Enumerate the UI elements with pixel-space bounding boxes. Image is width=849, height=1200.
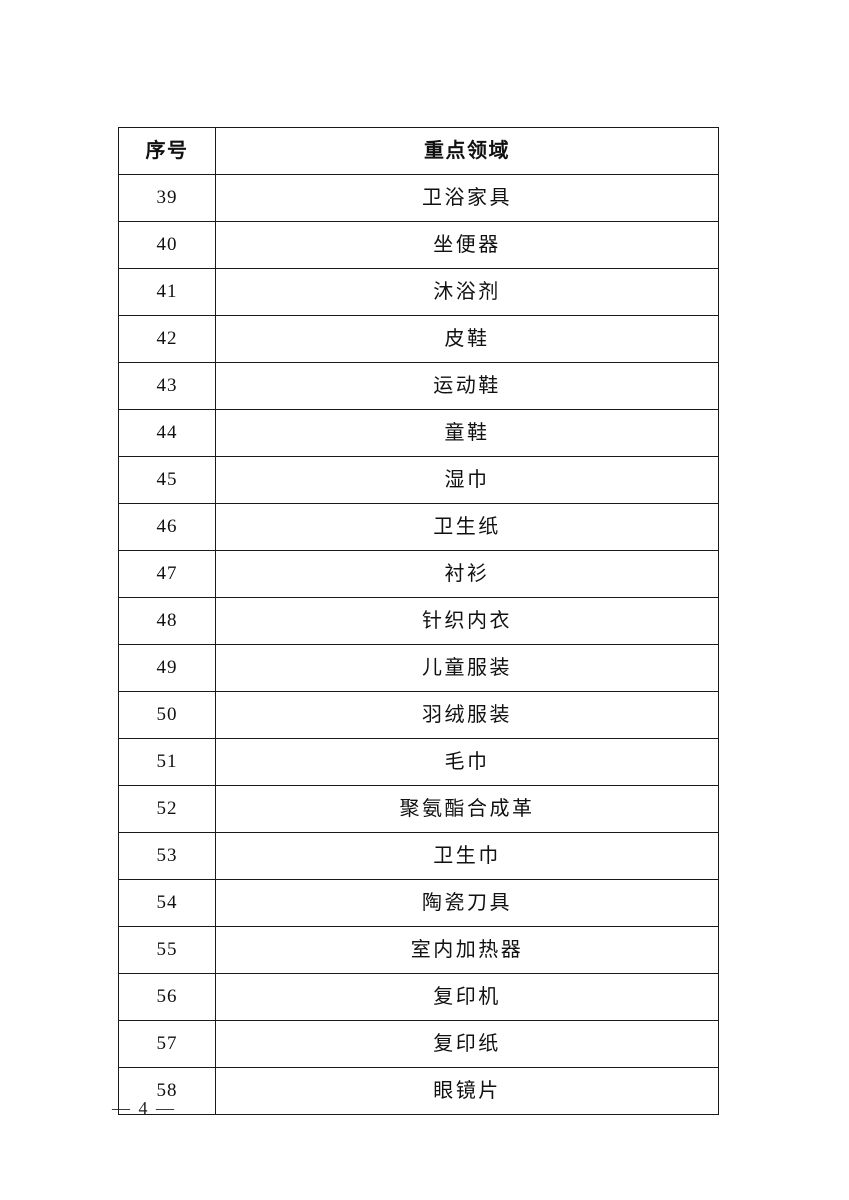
cell-index: 45 bbox=[118, 456, 216, 504]
cell-index: 49 bbox=[118, 644, 216, 692]
cell-field: 童鞋 bbox=[215, 409, 719, 457]
table-row: 41 沐浴剂 bbox=[118, 268, 719, 316]
column-header-field: 重点领域 bbox=[215, 127, 719, 175]
cell-field: 复印纸 bbox=[215, 1020, 719, 1068]
cell-index: 57 bbox=[118, 1020, 216, 1068]
table-row: 52 聚氨酯合成革 bbox=[118, 785, 719, 833]
table-row: 48 针织内衣 bbox=[118, 597, 719, 645]
cell-field: 卫生巾 bbox=[215, 832, 719, 880]
cell-field: 卫生纸 bbox=[215, 503, 719, 551]
table-row: 56 复印机 bbox=[118, 973, 719, 1021]
cell-index: 56 bbox=[118, 973, 216, 1021]
cell-index: 40 bbox=[118, 221, 216, 269]
table-row: 45 湿巾 bbox=[118, 456, 719, 504]
cell-index: 41 bbox=[118, 268, 216, 316]
table-row: 39 卫浴家具 bbox=[118, 174, 719, 222]
cell-index: 54 bbox=[118, 879, 216, 927]
cell-field: 眼镜片 bbox=[215, 1067, 719, 1115]
table-row: 49 儿童服装 bbox=[118, 644, 719, 692]
key-fields-table: 序号 重点领域 39 卫浴家具 40 坐便器 41 沐浴剂 42 皮鞋 43 运动鞋 44 童鞋 45 湿… bbox=[118, 127, 719, 1115]
table-row: 57 复印纸 bbox=[118, 1020, 719, 1068]
table-row: 54 陶瓷刀具 bbox=[118, 879, 719, 927]
table-row: 40 坐便器 bbox=[118, 221, 719, 269]
table-row: 44 童鞋 bbox=[118, 409, 719, 457]
cell-field: 儿童服装 bbox=[215, 644, 719, 692]
cell-index: 52 bbox=[118, 785, 216, 833]
page-number: — 4 — bbox=[112, 1098, 176, 1118]
cell-field: 卫浴家具 bbox=[215, 174, 719, 222]
table-row: 51 毛巾 bbox=[118, 738, 719, 786]
cell-field: 湿巾 bbox=[215, 456, 719, 504]
table-row: 47 衬衫 bbox=[118, 550, 719, 598]
cell-index: 47 bbox=[118, 550, 216, 598]
table-row: 46 卫生纸 bbox=[118, 503, 719, 551]
cell-index: 48 bbox=[118, 597, 216, 645]
cell-field: 针织内衣 bbox=[215, 597, 719, 645]
cell-field: 室内加热器 bbox=[215, 926, 719, 974]
table-row: 58 眼镜片 bbox=[118, 1067, 719, 1115]
cell-index: 39 bbox=[118, 174, 216, 222]
table-row: 55 室内加热器 bbox=[118, 926, 719, 974]
cell-field: 运动鞋 bbox=[215, 362, 719, 410]
cell-index: 53 bbox=[118, 832, 216, 880]
cell-field: 聚氨酯合成革 bbox=[215, 785, 719, 833]
cell-field: 皮鞋 bbox=[215, 315, 719, 363]
table-header: 序号 重点领域 bbox=[118, 127, 719, 175]
cell-index: 43 bbox=[118, 362, 216, 410]
table-row: 42 皮鞋 bbox=[118, 315, 719, 363]
cell-field: 衬衫 bbox=[215, 550, 719, 598]
table-header-row: 序号 重点领域 bbox=[118, 127, 719, 175]
cell-index: 50 bbox=[118, 691, 216, 739]
cell-index: 51 bbox=[118, 738, 216, 786]
table-row: 50 羽绒服装 bbox=[118, 691, 719, 739]
cell-index: 55 bbox=[118, 926, 216, 974]
table-row: 43 运动鞋 bbox=[118, 362, 719, 410]
cell-field: 沐浴剂 bbox=[215, 268, 719, 316]
cell-field: 复印机 bbox=[215, 973, 719, 1021]
cell-index: 44 bbox=[118, 409, 216, 457]
cell-index: 46 bbox=[118, 503, 216, 551]
cell-field: 陶瓷刀具 bbox=[215, 879, 719, 927]
table-body: 39 卫浴家具 40 坐便器 41 沐浴剂 42 皮鞋 43 运动鞋 44 童鞋 45 湿巾 46 卫生纸 47… bbox=[118, 174, 719, 1115]
cell-field: 毛巾 bbox=[215, 738, 719, 786]
cell-index: 42 bbox=[118, 315, 216, 363]
cell-field: 羽绒服装 bbox=[215, 691, 719, 739]
cell-field: 坐便器 bbox=[215, 221, 719, 269]
table-row: 53 卫生巾 bbox=[118, 832, 719, 880]
key-fields-table-container: 序号 重点领域 39 卫浴家具 40 坐便器 41 沐浴剂 42 皮鞋 43 运动鞋 44 童鞋 45 湿… bbox=[118, 127, 719, 1115]
cell-index: 58 bbox=[118, 1067, 216, 1115]
column-header-index: 序号 bbox=[118, 127, 216, 175]
